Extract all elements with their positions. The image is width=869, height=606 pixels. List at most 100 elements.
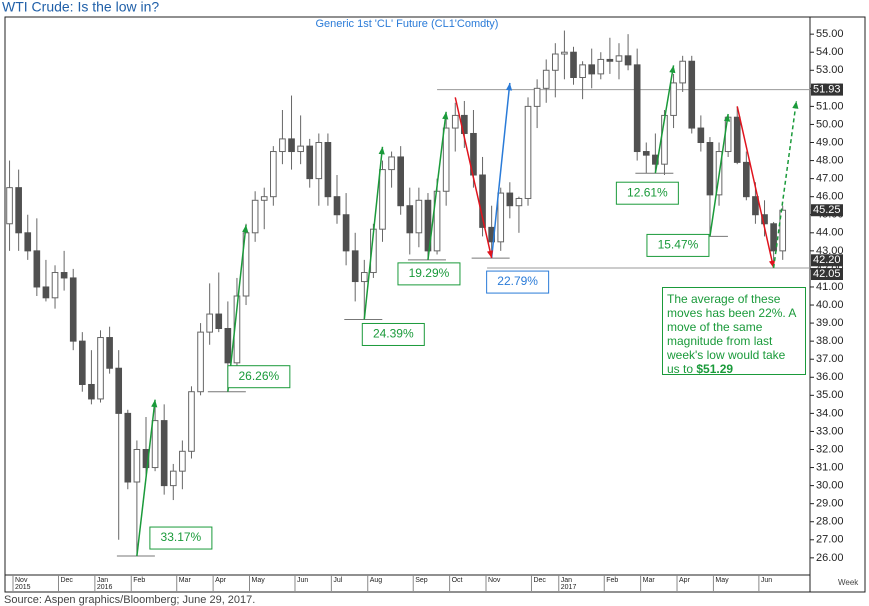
candle-body: [451, 114, 459, 129]
x-tick-label: Jun: [297, 577, 308, 584]
candle-body: [169, 470, 177, 487]
candle-body: [342, 214, 350, 252]
x-tick-label: Apr: [215, 577, 227, 584]
chart-subtitle: Generic 1st 'CL' Future (CL1'Comdty): [316, 18, 499, 30]
move-label-box: [361, 322, 425, 346]
candle-body: [6, 187, 13, 225]
candle-body: [733, 116, 741, 163]
candle-body: [515, 197, 523, 207]
candle-body: [761, 214, 768, 225]
candle-body: [679, 60, 686, 84]
candle-body: [415, 199, 423, 234]
candle-body: [570, 51, 577, 78]
year-label: 2015: [15, 584, 31, 591]
candle-body: [215, 313, 223, 330]
arrow-head: [486, 250, 494, 259]
candle-body: [479, 174, 486, 228]
candle-body: [633, 64, 641, 153]
x-tick-label: Nov: [488, 577, 501, 584]
y-tick-label: 47.00: [816, 173, 844, 185]
move-label-box: [486, 270, 550, 294]
y-tick-label: 54.00: [816, 46, 844, 58]
x-tick-label: Jan: [97, 577, 108, 584]
move-arrow: [490, 82, 511, 259]
y-tick-label: 49.00: [816, 136, 844, 148]
candle-body: [597, 58, 605, 75]
move-label: 22.79%: [497, 274, 538, 288]
y-tick-label: 36.00: [816, 371, 844, 383]
x-tick-label: Jun: [761, 577, 772, 584]
candle-body: [388, 156, 395, 171]
candle-body: [106, 337, 113, 369]
candle-body: [397, 156, 404, 207]
x-tick-label: May: [715, 577, 729, 584]
arrow-head: [723, 113, 731, 122]
candle-body: [315, 142, 323, 180]
projection-arrow: [772, 101, 798, 269]
move-arrow: [136, 399, 156, 557]
candle-body: [770, 223, 777, 252]
x-tick-label: Oct: [452, 577, 463, 584]
arrow-head: [151, 399, 158, 408]
move-label-box: [615, 181, 679, 205]
y-tick-label: 27.00: [816, 534, 844, 546]
x-tick-label: Mar: [179, 577, 192, 584]
candle-body: [743, 161, 750, 198]
candle-body: [124, 412, 132, 483]
note-highlight: $51.29: [696, 362, 734, 376]
y-tick-label: 30.00: [816, 480, 844, 492]
decline-arrow: [736, 106, 775, 269]
candle-body: [324, 142, 332, 198]
move-label-box: [397, 262, 461, 286]
candle-body: [306, 145, 314, 180]
y-tick-label: 55.00: [816, 28, 844, 40]
y-tick-label: 33.00: [816, 425, 844, 437]
candle-body: [360, 272, 368, 283]
arrow-head: [792, 101, 799, 109]
x-tick-label: May: [252, 577, 266, 584]
y-tick-label: 41.00: [816, 281, 844, 293]
y-tick-label: 35.00: [816, 389, 844, 401]
x-tick-label: Jul: [333, 577, 342, 584]
candle-body: [542, 69, 550, 89]
move-label-box: [149, 526, 213, 550]
candle-body: [524, 105, 532, 199]
y-tick-label: 46.00: [816, 191, 844, 203]
year-label: 2016: [97, 584, 113, 591]
candle-body: [561, 51, 568, 55]
note-box: The average of these moves has been 22%.…: [662, 287, 806, 376]
candle-body: [133, 448, 141, 483]
y-tick-label: 40.00: [816, 299, 844, 311]
move-label: 33.17%: [161, 530, 202, 544]
y-tick-label: 50.00: [816, 118, 844, 130]
move-label-box: [646, 233, 710, 257]
arrow-head: [242, 224, 249, 233]
candle-body: [288, 138, 295, 153]
move-arrow: [227, 224, 247, 392]
candle-body: [406, 205, 414, 234]
candle-body: [579, 64, 586, 78]
y-tick-label: 37.00: [816, 353, 844, 365]
x-tick-label: Dec: [533, 577, 546, 584]
candle-body: [69, 277, 77, 342]
candle-body: [606, 58, 614, 62]
move-label: 19.29%: [409, 266, 450, 280]
y-tick-label: 31.00: [816, 461, 844, 473]
price-label-box: [811, 268, 843, 281]
candle-body: [270, 151, 277, 198]
x-tick-label: Aug: [370, 577, 383, 584]
candle-body: [15, 187, 22, 234]
y-tick-label: 51.00: [816, 100, 844, 112]
candle-body: [197, 331, 204, 393]
note-text: The average of these moves has been 22%.…: [667, 292, 796, 376]
candle-body: [333, 196, 341, 216]
move-label: 26.26%: [239, 369, 280, 383]
arrow-head: [505, 82, 513, 91]
candle-body: [160, 420, 168, 487]
candle-body: [706, 142, 714, 196]
candle-body: [697, 127, 705, 144]
arrow-head: [442, 111, 449, 120]
candle-body: [188, 391, 195, 452]
